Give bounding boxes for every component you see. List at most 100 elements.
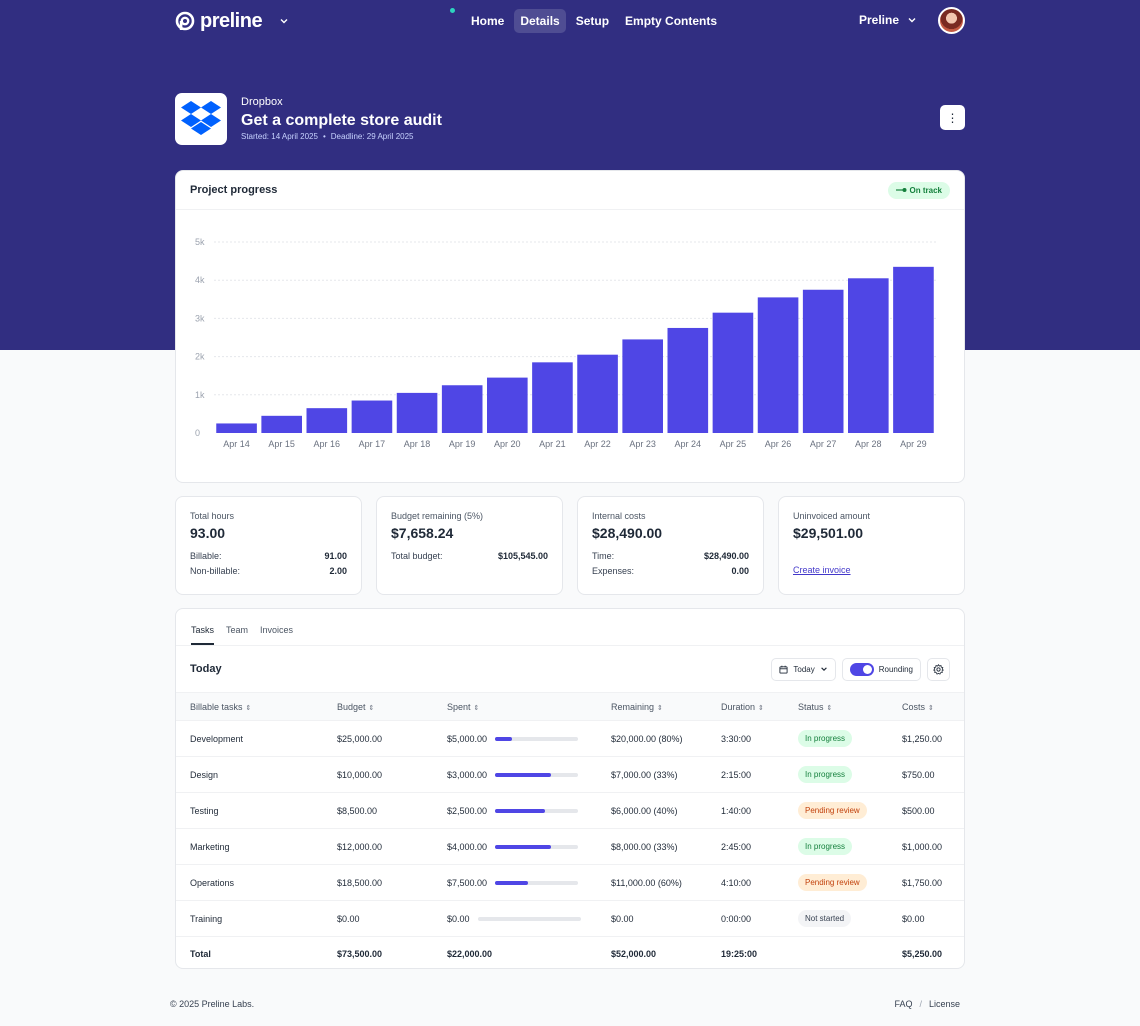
tab-tasks[interactable]: Tasks <box>191 625 215 645</box>
nav-link-details[interactable]: Details <box>514 9 566 33</box>
chart-bar[interactable] <box>622 339 663 433</box>
task-name: Development <box>176 720 337 757</box>
sort-icon: ⇕ <box>368 704 375 712</box>
project-company: Dropbox <box>241 96 283 108</box>
stat-card-total-hours: Total hours 93.00 Billable: 91.00 Non-bi… <box>175 496 362 595</box>
column-header-duration[interactable]: Duration ⇕ <box>721 692 798 721</box>
settings-button[interactable] <box>927 657 950 681</box>
nav-link-empty-contents[interactable]: Empty Contents <box>625 14 718 28</box>
total-label: Total <box>190 948 211 959</box>
user-name: Preline <box>858 13 899 27</box>
chart-bar[interactable] <box>848 278 889 433</box>
task-spent-cell: $3,000.00 <box>447 756 611 793</box>
status-badge: Pending review <box>798 874 867 891</box>
x-tick-label: Apr 20 <box>494 439 521 449</box>
user-menu[interactable]: Preline <box>859 13 917 27</box>
progress-card-title: Project progress <box>190 184 278 196</box>
spent-progress-bar <box>495 772 579 777</box>
task-status-cell: In progress <box>798 720 902 757</box>
stat-row-expenses: Expenses: 0.00 <box>592 566 749 576</box>
date-filter-button[interactable]: Today <box>771 657 836 681</box>
chart-bar[interactable] <box>893 266 934 433</box>
chart-bar[interactable] <box>261 415 302 433</box>
task-duration: 3:30:00 <box>721 720 798 757</box>
status-badge: In progress <box>798 766 853 783</box>
x-tick-label: Apr 26 <box>765 439 792 449</box>
project-header: Dropbox Get a complete store audit Start… <box>175 93 965 147</box>
stat-row-key: Total budget: <box>391 551 443 561</box>
chart-bar[interactable] <box>351 400 393 433</box>
chart-bar[interactable] <box>532 362 573 433</box>
project-dates: Started: 14 April 2025 • Deadline: 29 Ap… <box>241 132 414 141</box>
nav-link-home[interactable]: Home <box>471 14 505 28</box>
status-badge: In progress <box>798 730 853 747</box>
table-row[interactable]: Operations $18,500.00 $7,500.00 $11,000.00 … <box>176 864 964 901</box>
chart-bar[interactable] <box>577 354 618 433</box>
nav-link-setup[interactable]: Setup <box>575 14 610 28</box>
create-invoice-link[interactable]: Create invoice <box>793 565 851 575</box>
column-header-label: Remaining <box>611 701 655 712</box>
progress-bar-chart: 0 1k 2k 3k 4k 5k Apr 14 Apr 15 Apr 16 Apr 17 Apr 1… <box>195 237 936 449</box>
y-tick-label: 3k <box>195 313 205 323</box>
stat-value: 93.00 <box>190 525 226 541</box>
table-row[interactable]: Development $25,000.00 $5,000.00 $20,000.00… <box>176 720 964 757</box>
toggle-switch[interactable] <box>849 662 874 676</box>
footer-link-faq[interactable]: FAQ <box>894 999 913 1009</box>
chart-bar[interactable] <box>802 289 844 433</box>
more-options-button[interactable]: ⋮ <box>940 105 965 130</box>
status-badge: Pending review <box>798 802 867 819</box>
x-tick-label: Apr 22 <box>584 439 611 449</box>
status-badge: In progress <box>798 838 853 855</box>
project-deadline: Deadline: 29 April 2025 <box>330 132 414 141</box>
column-header-spent[interactable]: Spent ⇕ <box>447 692 611 721</box>
spent-progress-fill <box>495 808 545 813</box>
task-budget: $0.00 <box>337 900 447 937</box>
footer-link-license[interactable]: License <box>928 999 960 1009</box>
column-header-status[interactable]: Status ⇕ <box>798 692 902 721</box>
chart-bar[interactable] <box>396 392 438 433</box>
avatar[interactable] <box>938 7 965 34</box>
chart-bar[interactable] <box>712 312 754 433</box>
chevron-down-icon[interactable] <box>279 16 289 26</box>
chart-bar[interactable] <box>306 408 348 433</box>
column-header-costs[interactable]: Costs ⇕ <box>902 692 964 721</box>
stat-value: $28,490.00 <box>592 525 663 541</box>
table-row[interactable]: Testing $8,500.00 $2,500.00 $6,000.00 (40%)… <box>176 792 964 829</box>
stat-card-internal-costs: Internal costs $28,490.00 Time: $28,490.… <box>577 496 764 595</box>
task-status-cell: Not started <box>798 900 902 937</box>
stat-card-budget-remaining: Budget remaining (5%) $7,658.24 Total bu… <box>376 496 563 595</box>
brand[interactable]: preline <box>175 10 289 33</box>
task-costs: $500.00 <box>902 792 964 829</box>
tasks-heading: Today <box>190 663 222 675</box>
table-row[interactable]: Training $0.00 $0.00 $0.00 0:00:00 Not starte… <box>176 900 964 937</box>
stat-value: $7,658.24 <box>391 525 454 541</box>
column-header-remaining[interactable]: Remaining ⇕ <box>611 692 721 721</box>
task-spent-cell: $4,000.00 <box>447 828 611 865</box>
dropbox-logo-icon <box>175 93 227 145</box>
rounding-toggle[interactable]: Rounding <box>841 657 921 681</box>
table-header-row: Billable tasks ⇕ Budget ⇕ Spent ⇕ Remaining… <box>176 692 964 721</box>
task-costs: $0.00 <box>902 900 964 937</box>
chart-bar[interactable] <box>216 423 257 433</box>
stat-card-uninvoiced-amount: Uninvoiced amount $29,501.00 Create invo… <box>778 496 965 595</box>
stat-row-value: 91.00 <box>324 551 347 561</box>
stat-row-value: $28,490.00 <box>703 551 749 561</box>
task-spent-cell: $7,500.00 <box>447 864 611 901</box>
stat-label: Uninvoiced amount <box>793 511 871 521</box>
chart-bar[interactable] <box>667 327 709 433</box>
tab-team[interactable]: Team <box>226 625 249 635</box>
table-row[interactable]: Marketing $12,000.00 $4,000.00 $8,000.00 (3… <box>176 828 964 865</box>
chart-bar[interactable] <box>441 385 483 433</box>
column-header-billable-tasks[interactable]: Billable tasks ⇕ <box>176 692 337 721</box>
y-tick-label: 0 <box>195 428 200 438</box>
chart-bar[interactable] <box>757 297 799 433</box>
task-name: Training <box>176 900 337 937</box>
more-vertical-icon: ⋮ <box>946 110 959 125</box>
tab-invoices[interactable]: Invoices <box>260 625 294 635</box>
chart-bar[interactable] <box>487 377 528 433</box>
total-budget: $73,500.00 <box>337 948 383 959</box>
column-header-budget[interactable]: Budget ⇕ <box>337 692 447 721</box>
tasks-card: Tasks Team Invoices Today Today Rounding <box>175 608 965 969</box>
x-tick-label: Apr 25 <box>720 439 747 449</box>
table-row[interactable]: Design $10,000.00 $3,000.00 $7,000.00 (33%)… <box>176 756 964 793</box>
